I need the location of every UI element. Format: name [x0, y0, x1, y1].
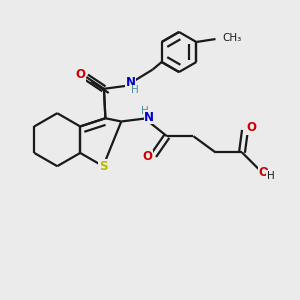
Text: O: O	[142, 150, 152, 163]
Text: H: H	[141, 106, 149, 116]
Text: O: O	[246, 122, 256, 134]
Text: H: H	[131, 85, 139, 95]
Text: CH₃: CH₃	[222, 34, 241, 44]
Text: S: S	[99, 160, 107, 173]
Text: N: N	[144, 111, 154, 124]
Text: O: O	[259, 166, 269, 179]
Text: N: N	[125, 76, 135, 89]
Text: H: H	[267, 171, 275, 181]
Text: O: O	[75, 68, 85, 81]
